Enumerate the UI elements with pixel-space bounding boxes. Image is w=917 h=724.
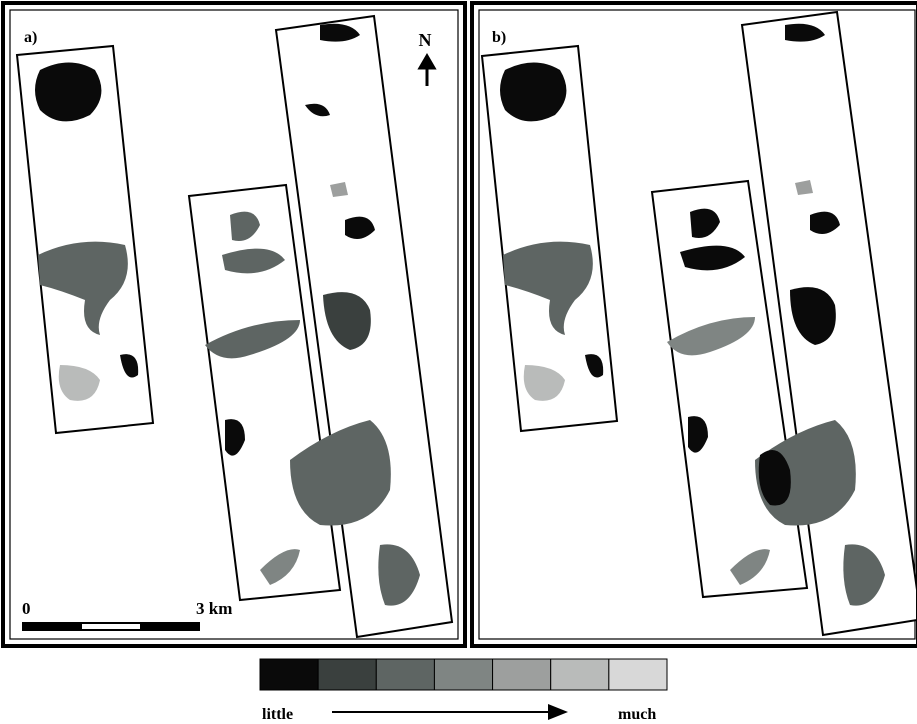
figure: a) N 0 3 km b [0,0,917,724]
panel-label: b) [492,29,506,46]
legend-swatch [551,659,609,690]
legend: little much [260,659,667,723]
legend-swatch [376,659,434,690]
legend-high-label: much [618,706,656,723]
legend-swatch [260,659,318,690]
scale-end-label: 3 km [196,599,232,618]
legend-swatch [434,659,492,690]
north-label: N [419,30,432,50]
panel-label: a) [24,29,37,46]
legend-swatch [318,659,376,690]
legend-swatch [609,659,667,690]
panel-a: a) N 0 3 km [3,3,465,646]
panel-b: b) [472,3,917,646]
north-arrow [420,56,434,86]
legend-swatch [493,659,551,690]
legend-low-label: little [262,706,293,723]
legend-arrowhead [548,704,568,720]
scale-start-label: 0 [22,599,31,618]
scale-bar-segment [82,624,140,629]
